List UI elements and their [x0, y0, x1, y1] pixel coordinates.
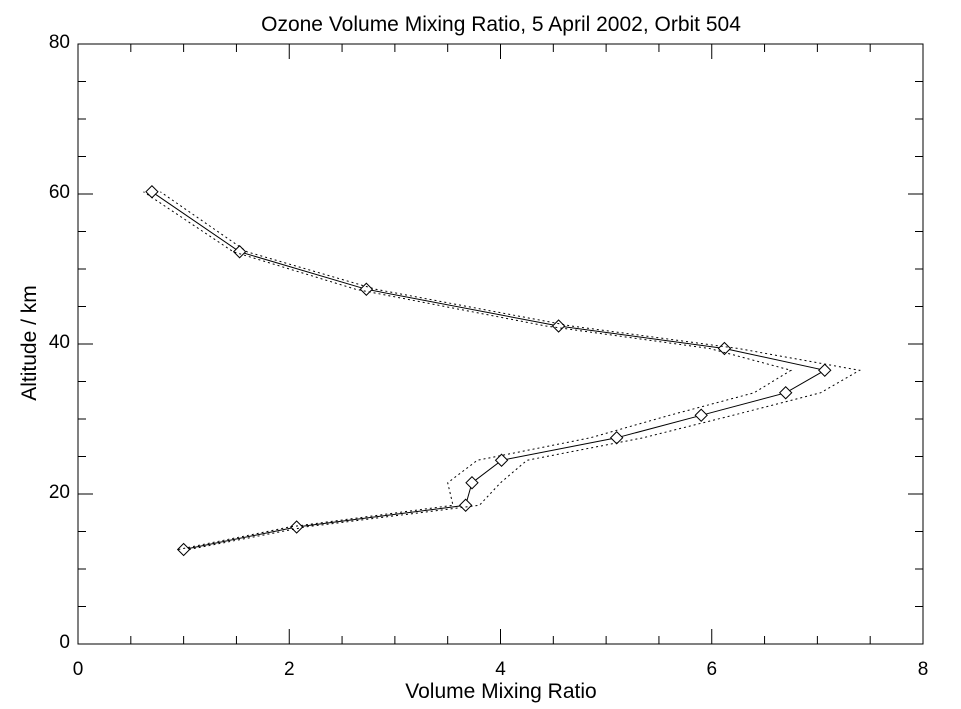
diamond-marker	[494, 453, 509, 467]
diamond-marker	[818, 363, 832, 377]
diamond-marker	[176, 542, 191, 557]
x-tick-label: 2	[284, 659, 295, 680]
data-series	[143, 185, 862, 557]
chart-title: Ozone Volume Mixing Ratio, 5 April 2002,…	[261, 13, 741, 36]
axis-ticks	[77, 43, 924, 645]
y-tick-label: 60	[49, 182, 70, 203]
diamond-marker	[458, 498, 473, 512]
diamond-marker	[465, 476, 479, 490]
diamond-marker	[717, 341, 732, 356]
y-tick-label: 20	[49, 482, 70, 503]
diamond-marker	[694, 408, 708, 422]
diamond-marker	[609, 431, 624, 445]
y-tick-label: 0	[59, 632, 70, 653]
y-tick-label: 40	[49, 332, 70, 353]
upper-bound-line	[160, 191, 862, 550]
diamond-marker	[289, 520, 304, 534]
x-tick-label: 0	[73, 659, 84, 680]
x-tick-label: 6	[706, 659, 717, 680]
y-tick-label: 80	[49, 32, 70, 53]
x-axis-label: Volume Mixing Ratio	[405, 680, 596, 703]
y-axis-label: Altitude / km	[18, 285, 41, 401]
x-tick-label: 8	[918, 659, 929, 680]
diamond-marker	[778, 386, 793, 400]
x-tick-label: 4	[495, 659, 506, 680]
